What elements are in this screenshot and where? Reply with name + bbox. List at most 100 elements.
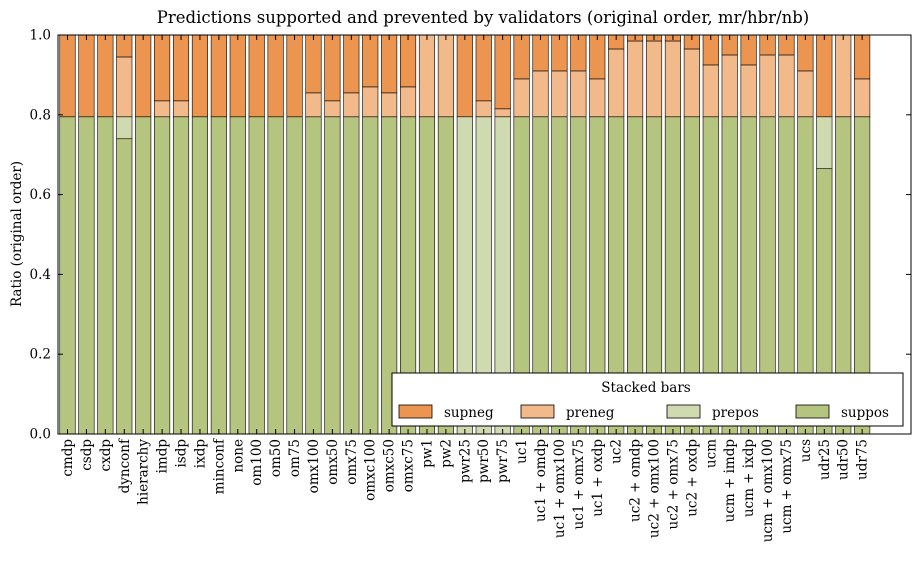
- x-tick-label: omx75: [344, 439, 360, 485]
- bar-supneg-16: [362, 34, 379, 88]
- bar-preneg-27: [570, 70, 587, 118]
- bar-preneg-42: [854, 78, 871, 118]
- x-tick-label: cxdp: [98, 439, 114, 471]
- y-tick-label: 0.2: [30, 347, 51, 363]
- y-tick-label: 0.8: [30, 107, 51, 123]
- bar-suppos-3: [116, 138, 133, 435]
- x-tick-label: ixdp: [192, 439, 208, 468]
- bar-preneg-31: [645, 40, 663, 118]
- bar-supneg-28: [589, 34, 606, 80]
- bar-supneg-40: [816, 34, 833, 118]
- bar-preneg-32: [664, 40, 681, 118]
- bar-supneg-17: [381, 34, 398, 94]
- x-tick-label: cmdp: [60, 439, 76, 477]
- x-tick-label: omx100: [306, 439, 322, 493]
- x-tick-label: imdp: [155, 439, 171, 473]
- x-tick-label: om100: [249, 439, 265, 486]
- x-tick-label: pwr75: [495, 439, 511, 483]
- x-tick-label: minconf: [211, 438, 227, 494]
- bar-preneg-22: [475, 100, 492, 118]
- bar-preneg-5: [154, 100, 171, 118]
- bar-prepos-40: [816, 116, 833, 169]
- plot-frame: [57, 34, 912, 435]
- bar-suppos-13: [305, 116, 322, 435]
- bar-suppos-1: [78, 116, 95, 435]
- x-tick-label: pw2: [438, 439, 454, 468]
- bar-supneg-18: [400, 34, 417, 88]
- legend-label-preneg: preneg: [566, 405, 615, 421]
- bar-preneg-23: [494, 108, 511, 118]
- x-tick-label: uc2 + oxdp: [684, 439, 700, 517]
- x-tick-label: pwr50: [476, 439, 492, 483]
- x-tick-label: omxc50: [382, 439, 398, 492]
- bar-suppos-15: [343, 116, 360, 435]
- x-tick-label: uc2 + omx100: [647, 439, 663, 538]
- y-tick-label: 1.0: [30, 28, 51, 44]
- bar-supneg-22: [475, 34, 492, 102]
- x-tick-label: none: [230, 439, 246, 473]
- bar-suppos-4: [135, 116, 152, 435]
- bar-supneg-21: [456, 34, 473, 118]
- bar-supneg-23: [494, 34, 511, 110]
- bar-preneg-39: [797, 70, 814, 118]
- x-tick-label: uc1: [514, 439, 530, 464]
- bar-preneg-14: [324, 100, 341, 118]
- legend-swatch-preneg: [520, 404, 555, 419]
- bar-preneg-29: [608, 48, 625, 118]
- x-tick-label: ucm + ixdp: [741, 439, 757, 517]
- x-tick-label: hierarchy: [136, 439, 152, 505]
- bar-suppos-0: [59, 116, 76, 435]
- bar-preneg-36: [740, 64, 757, 118]
- legend-title: Stacked bars: [601, 380, 691, 396]
- bar-preneg-6: [172, 100, 190, 118]
- legend-label-prepos: prepos: [712, 405, 759, 421]
- x-tick-label: uc2: [609, 439, 625, 464]
- bar-supneg-2: [97, 34, 114, 118]
- x-tick-label: ucm + omx100: [760, 439, 776, 542]
- bar-supneg-13: [305, 34, 322, 94]
- bar-supneg-14: [324, 34, 341, 102]
- x-tick-label: udr50: [836, 439, 852, 480]
- bar-supneg-7: [191, 34, 208, 118]
- x-tick-label: csdp: [79, 439, 95, 471]
- x-tick-label: om50: [268, 439, 284, 477]
- bar-supneg-15: [343, 34, 360, 94]
- bar-preneg-3: [116, 56, 133, 118]
- bar-suppos-11: [267, 116, 284, 435]
- bar-supneg-5: [154, 34, 171, 102]
- bar-suppos-12: [286, 116, 303, 435]
- bar-suppos-8: [210, 116, 227, 435]
- bar-preneg-28: [589, 78, 606, 118]
- y-axis-label: Ratio (original order): [9, 161, 25, 307]
- bar-preneg-24: [513, 78, 530, 118]
- bar-preneg-41: [835, 34, 852, 118]
- bar-preneg-25: [532, 70, 549, 118]
- bar-suppos-7: [191, 116, 208, 435]
- bar-preneg-19: [418, 34, 436, 118]
- bar-preneg-18: [400, 86, 417, 118]
- legend-swatch-supneg: [398, 404, 433, 419]
- x-tick-label: dynconf: [117, 438, 133, 493]
- x-tick-label: omxc75: [401, 439, 417, 492]
- bar-suppos-6: [172, 116, 190, 435]
- bar-supneg-0: [59, 34, 76, 118]
- x-tick-label: uc1 + omx100: [552, 439, 568, 538]
- x-tick-label: omxc100: [363, 439, 379, 501]
- bar-suppos-2: [97, 116, 114, 435]
- bar-preneg-34: [702, 64, 719, 118]
- legend-label-suppos: suppos: [841, 405, 889, 421]
- y-tick-label: 0.6: [30, 187, 51, 203]
- y-tick-label: 0.4: [30, 267, 51, 283]
- bar-suppos-9: [229, 116, 246, 435]
- x-tick-label: ucm + omx75: [779, 439, 795, 534]
- x-tick-label: uc1 + omx75: [571, 439, 587, 529]
- bar-preneg-35: [721, 54, 738, 118]
- x-tick-label: omx50: [325, 439, 341, 485]
- bar-supneg-9: [229, 34, 246, 118]
- bar-supneg-4: [135, 34, 152, 118]
- bar-preneg-15: [343, 92, 360, 118]
- bar-supneg-12: [286, 34, 303, 118]
- x-tick-label: udr75: [855, 439, 871, 480]
- x-tick-label: udr25: [817, 439, 833, 480]
